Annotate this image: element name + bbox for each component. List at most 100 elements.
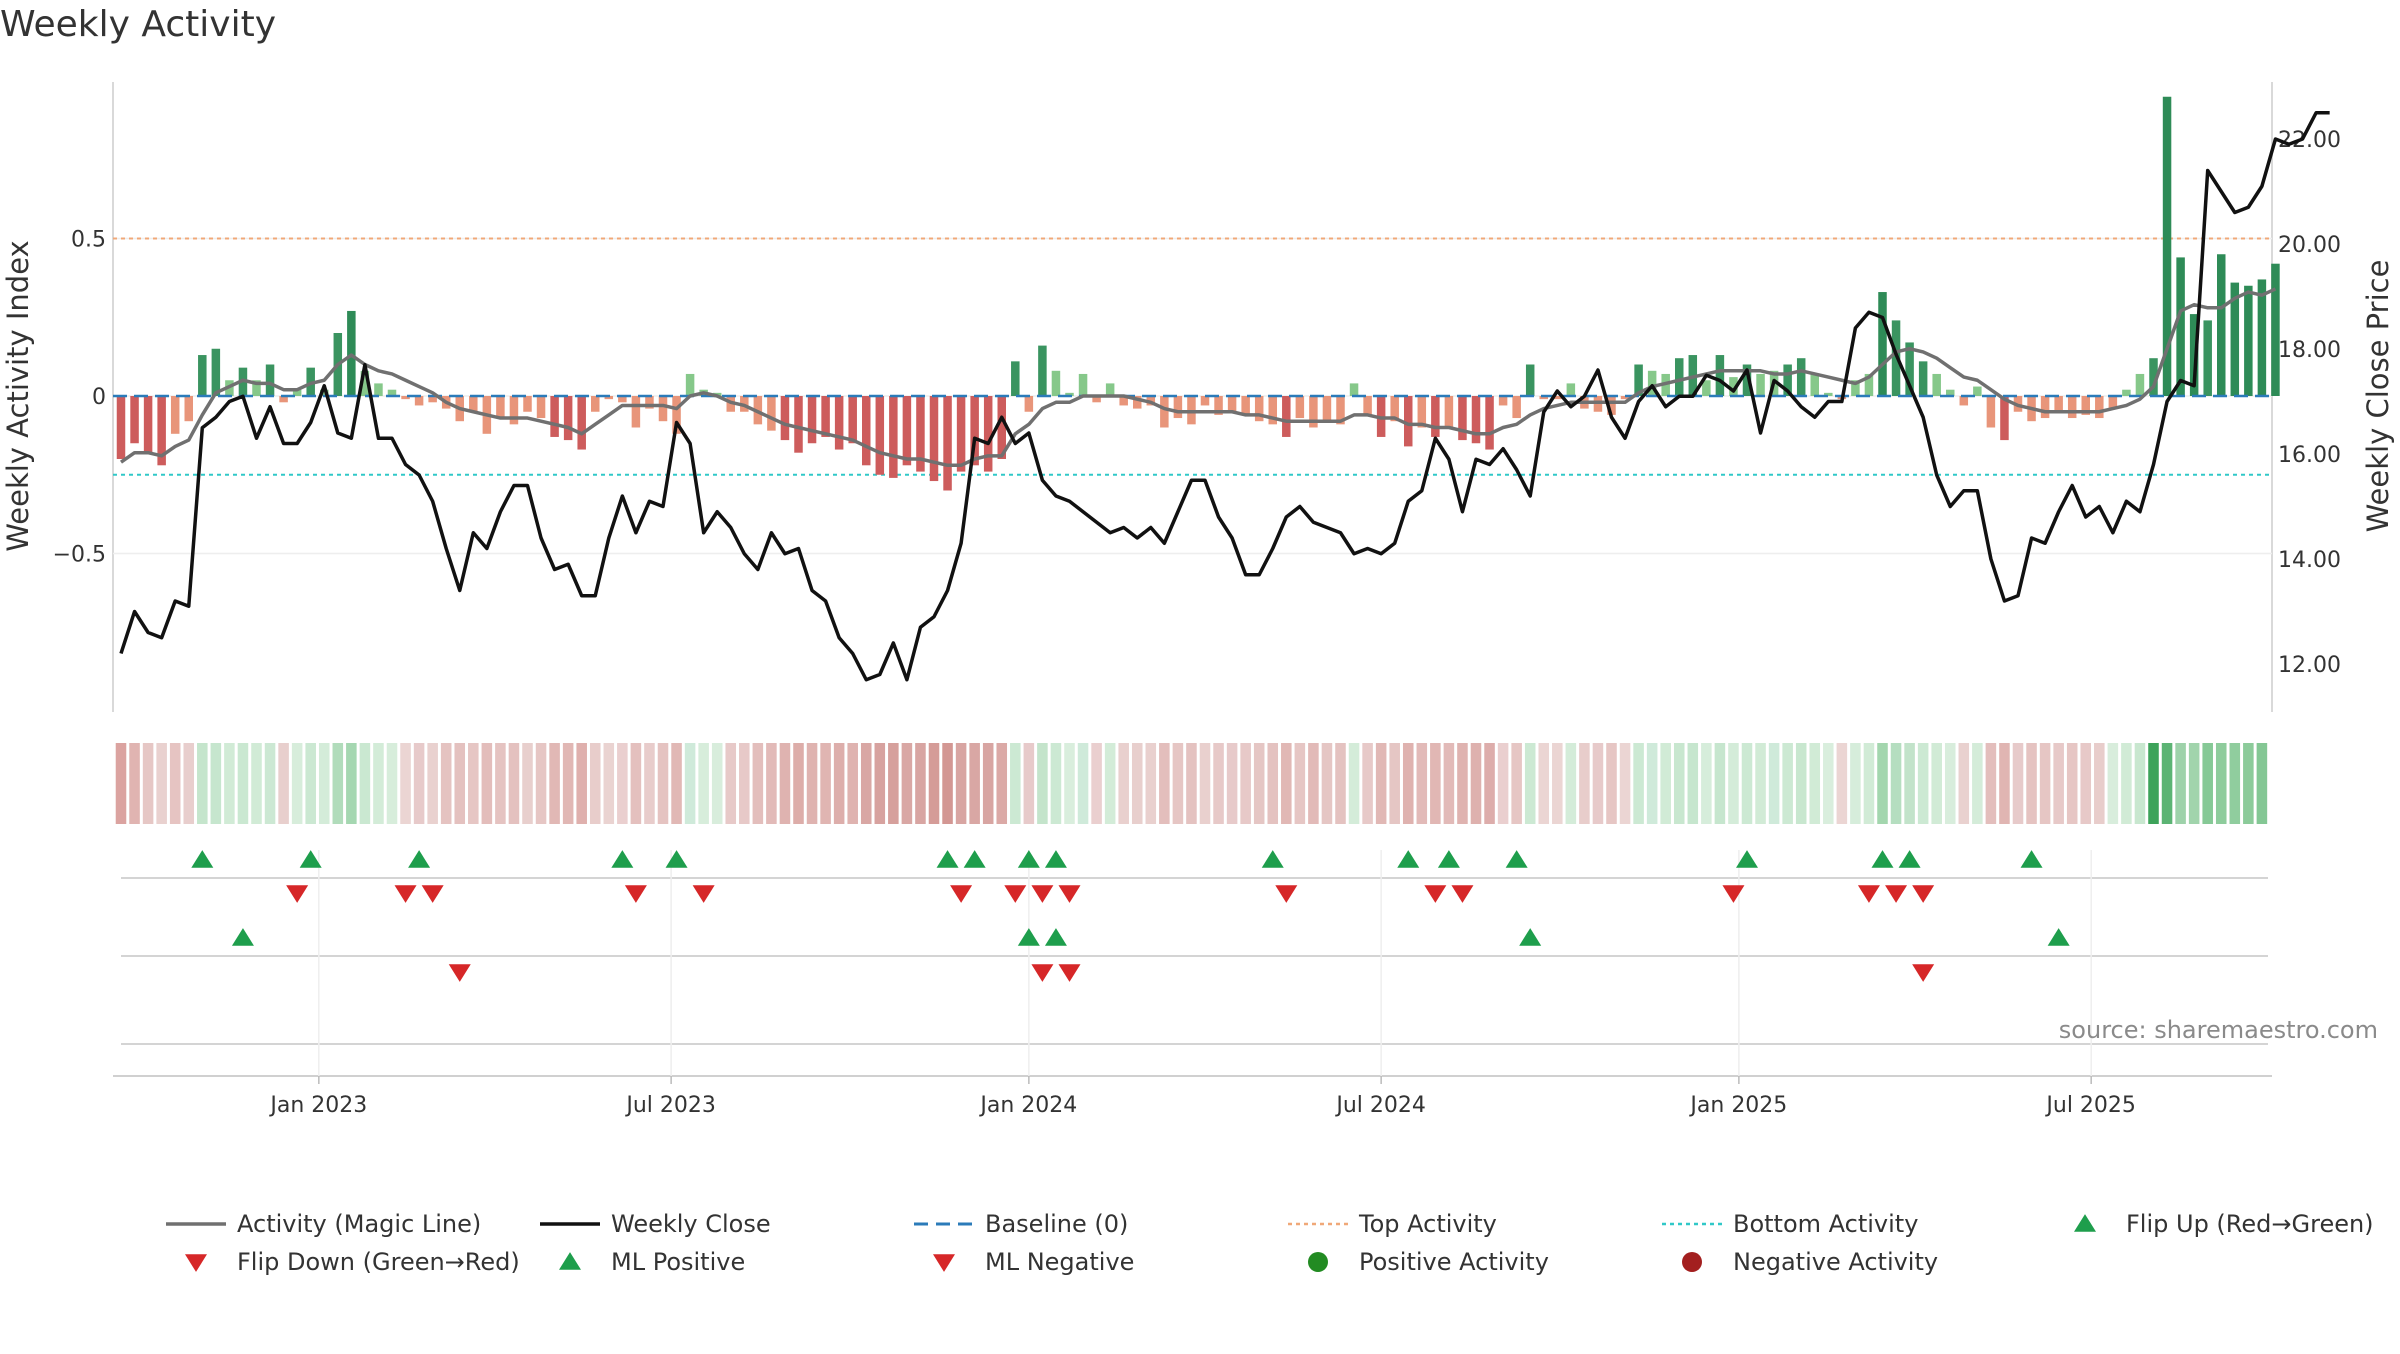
heat-strip-cell	[1335, 743, 1346, 824]
down-triangle-marker	[692, 885, 715, 903]
heat-strip-cell	[1308, 743, 1319, 824]
activity-bar	[956, 396, 966, 472]
heat-strip-cell	[1443, 743, 1455, 824]
activity-bar	[1715, 355, 1725, 396]
up-triangle-marker	[1017, 928, 1040, 946]
heat-strip-cell	[2066, 743, 2078, 824]
down-triangle-marker	[1722, 885, 1745, 903]
activity-bar	[184, 396, 193, 422]
up-triangle-marker	[408, 850, 431, 868]
activity-bar	[1471, 396, 1481, 444]
legend-label: Bottom Activity	[1733, 1210, 1918, 1238]
heat-strip-cell	[1484, 743, 1495, 824]
activity-bar	[198, 355, 207, 396]
down-triangle-marker	[1451, 885, 1474, 903]
activity-bar	[1024, 396, 1034, 412]
activity-bar	[1824, 392, 1833, 396]
magic-line-series	[119, 287, 2277, 468]
heat-strip-cell	[617, 743, 628, 824]
heat-strip-cell	[183, 743, 195, 824]
heat-strip-cell	[2053, 743, 2064, 824]
up-triangle-marker	[963, 850, 986, 868]
up-triangle-marker	[2020, 850, 2043, 868]
legend-label: ML Positive	[611, 1248, 745, 1276]
heat-strip-cell	[142, 743, 154, 824]
activity-bar	[2000, 396, 2009, 441]
heat-strip-cell	[508, 743, 520, 824]
activity-bar	[2108, 396, 2118, 409]
up-triangle-marker	[1519, 928, 1542, 946]
heat-strip-cell	[1985, 743, 1997, 824]
up-triangle-marker	[1736, 850, 1758, 868]
heat-strip-cell	[1552, 743, 1563, 824]
activity-bar	[1173, 396, 1183, 419]
heat-strip-cell	[1606, 743, 1617, 824]
down-triangle-marker	[1885, 885, 1908, 903]
heat-strip-cell	[427, 743, 438, 824]
legend-circle-icon	[1682, 1252, 1702, 1272]
activity-bar	[1973, 386, 1982, 396]
heat-strip-cell	[454, 743, 466, 824]
right-tick-label: 22.00	[2278, 128, 2341, 153]
activity-bar	[360, 370, 370, 396]
legend-down-triangle-icon	[933, 1254, 955, 1272]
activity-bar	[2081, 396, 2090, 415]
heat-strip-cell	[2039, 743, 2051, 824]
activity-bar	[211, 348, 221, 396]
activity-bar	[1011, 361, 1020, 396]
heat-strip-cell	[1416, 743, 1428, 824]
heat-strip-cell	[1741, 743, 1753, 824]
activity-bar	[550, 396, 559, 437]
activity-bar	[374, 383, 383, 396]
down-triangle-marker	[950, 885, 973, 903]
down-triangle-marker	[1004, 885, 1027, 903]
activity-bar	[1878, 292, 1887, 396]
activity-bar	[767, 396, 776, 431]
heat-strip-cell	[847, 743, 858, 824]
x-tick-label: Jan 2024	[978, 1093, 1077, 1118]
activity-bar	[1512, 396, 1521, 419]
heat-strip-cell	[2094, 743, 2105, 824]
down-triangle-marker	[1058, 964, 1081, 982]
heat-strip-cell	[2202, 743, 2213, 824]
activity-bar	[2040, 396, 2050, 419]
up-triangle-marker	[231, 928, 254, 946]
legend-label: Negative Activity	[1733, 1248, 1938, 1276]
activity-bar	[2244, 285, 2253, 396]
up-triangle-marker	[1044, 928, 1067, 946]
activity-bar	[1729, 377, 1738, 396]
heat-strip-cell	[1890, 743, 1902, 824]
right-tick-label: 14.00	[2278, 548, 2341, 573]
heat-strip-cell	[1037, 743, 1048, 824]
heat-strip-cell	[1199, 743, 1211, 824]
heat-strip-cell	[1646, 743, 1658, 824]
activity-bar	[1241, 396, 1250, 415]
activity-bar	[469, 396, 478, 412]
heat-strip-cell	[1402, 743, 1414, 824]
heat-strip-cell	[1524, 743, 1536, 824]
legend-up-triangle-icon	[2074, 1214, 2096, 1232]
weekly-close-series	[119, 111, 2330, 682]
heat-strip-cell	[766, 743, 777, 824]
activity-bar	[1620, 396, 1630, 400]
activity-bar	[116, 396, 126, 459]
activity-bar	[1539, 396, 1548, 400]
heat-strip-cell	[1755, 743, 1766, 824]
activity-bar	[794, 396, 803, 453]
heat-strip-cell	[1159, 743, 1170, 824]
heat-strip-cell	[440, 743, 452, 824]
legend-down-triangle-icon	[185, 1254, 207, 1272]
activity-bar	[645, 396, 654, 409]
activity-bar	[1227, 396, 1237, 412]
activity-bar	[157, 396, 166, 466]
x-tick-label: Jan 2023	[268, 1093, 367, 1118]
heat-strip-cell	[305, 743, 316, 824]
heat-strip-cell	[1917, 743, 1929, 824]
heat-strip-cell	[1294, 743, 1306, 824]
heat-strip-cell	[1972, 743, 1983, 824]
activity-bar	[577, 396, 586, 450]
activity-bar	[1553, 396, 1562, 400]
heat-strip-cell	[1348, 743, 1360, 824]
heat-strip-cell	[942, 743, 953, 824]
heat-strip-cell	[1104, 743, 1116, 824]
